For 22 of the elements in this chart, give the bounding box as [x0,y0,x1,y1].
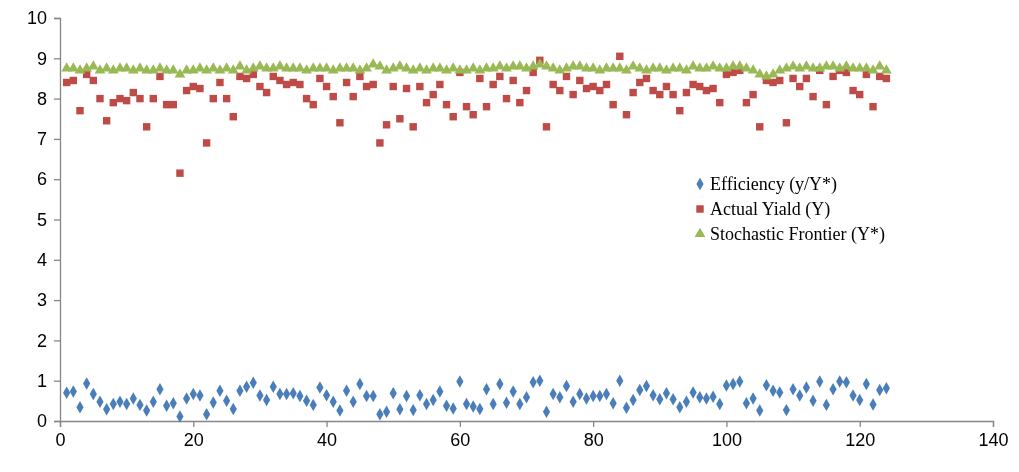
x-tick-label: 120 [845,430,876,451]
x-tick-label: 80 [583,430,604,451]
legend-label: Stochastic Frontier (Y*) [710,224,885,245]
y-tick-label: 2 [36,330,47,351]
y-tick-label: 3 [36,290,47,311]
x-tick-label: 40 [317,430,338,451]
y-tick-label: 1 [36,370,47,391]
y-tick-label: 4 [36,250,47,271]
x-tick-label: 140 [978,430,1009,451]
y-tick-label: 0 [36,411,47,432]
y-tick-label: 5 [36,209,47,230]
y-tick-label: 9 [36,48,47,69]
x-tick-label: 0 [55,430,66,451]
legend-label: Efficiency (y/Y*) [710,174,838,195]
x-tick-label: 60 [450,430,471,451]
x-tick-label: 100 [711,430,742,451]
y-tick-label: 8 [36,88,47,109]
y-tick-label: 6 [36,169,47,190]
x-tick-label: 20 [183,430,204,451]
legend-label: Actual Yiald (Y) [710,199,831,220]
y-tick-label: 10 [26,8,47,29]
y-tick-label: 7 [36,129,47,150]
